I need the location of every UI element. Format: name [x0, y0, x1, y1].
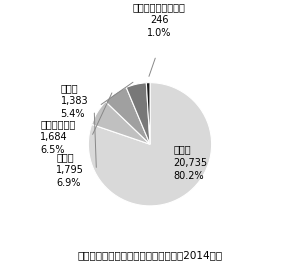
Text: 製本業
1,795
6.9%: 製本業 1,795 6.9%	[56, 152, 84, 188]
Wedge shape	[106, 87, 150, 144]
Wedge shape	[146, 83, 150, 144]
Text: 製版業
1,383
5.4%: 製版業 1,383 5.4%	[61, 83, 88, 119]
Wedge shape	[126, 83, 150, 144]
Text: 印刷物加工業
1,684
6.5%: 印刷物加工業 1,684 6.5%	[40, 119, 76, 155]
Wedge shape	[92, 102, 150, 144]
Text: 印刷・同関連業の事業所数と構成比（2014年）: 印刷・同関連業の事業所数と構成比（2014年）	[77, 250, 223, 260]
Text: 印刷関連サービス業
246
1.0%: 印刷関連サービス業 246 1.0%	[133, 2, 186, 38]
Wedge shape	[88, 83, 212, 206]
Text: 印刷業
20,735
80.2%: 印刷業 20,735 80.2%	[173, 145, 208, 181]
